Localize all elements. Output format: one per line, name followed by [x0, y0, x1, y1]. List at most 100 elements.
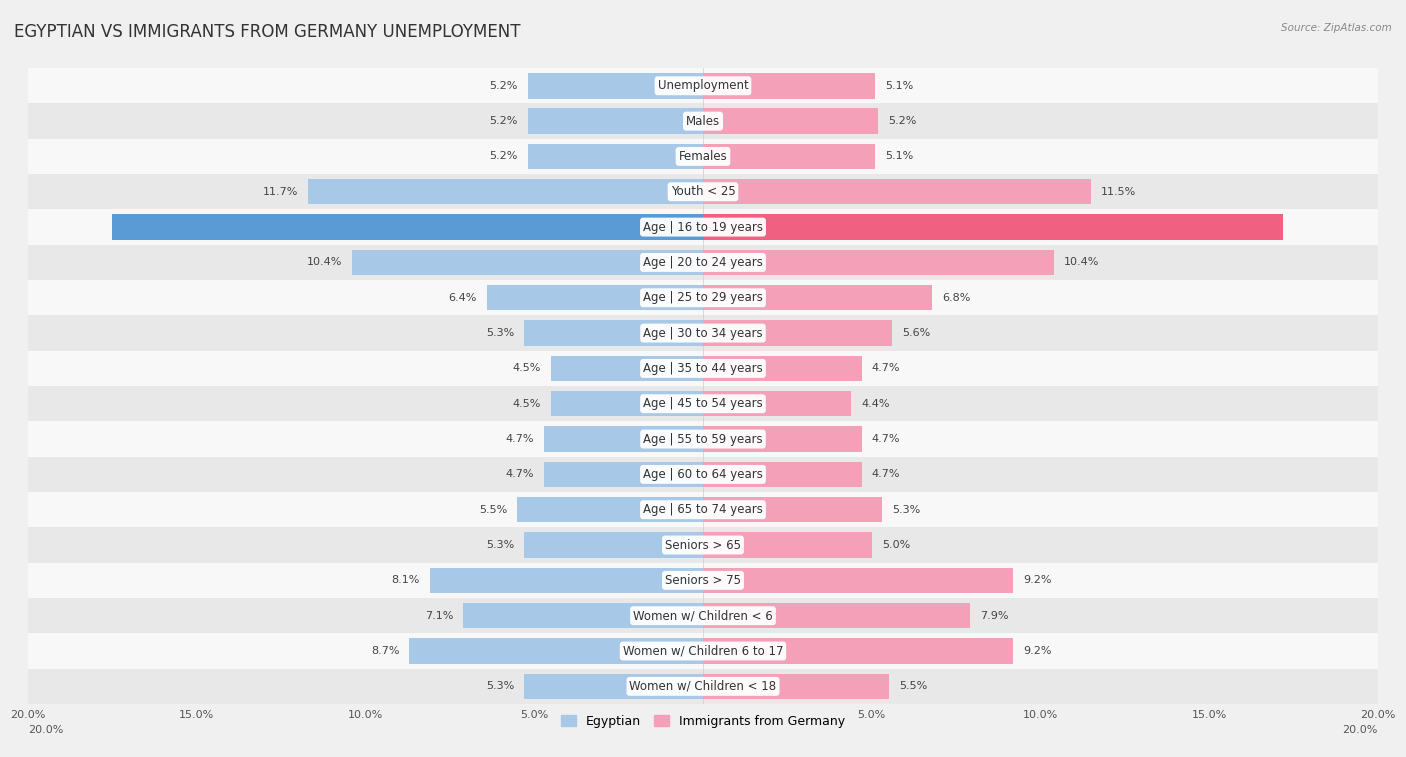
- Bar: [28, 104, 1378, 139]
- Text: 10.4%: 10.4%: [1064, 257, 1099, 267]
- Text: 6.8%: 6.8%: [942, 293, 972, 303]
- Bar: [703, 144, 875, 169]
- Bar: [703, 426, 862, 452]
- Text: Age | 30 to 34 years: Age | 30 to 34 years: [643, 326, 763, 340]
- Text: Seniors > 65: Seniors > 65: [665, 538, 741, 552]
- Bar: [703, 532, 872, 558]
- Text: 8.7%: 8.7%: [371, 646, 399, 656]
- Bar: [308, 179, 703, 204]
- Bar: [551, 391, 703, 416]
- Bar: [544, 462, 703, 487]
- Bar: [28, 668, 1378, 704]
- Bar: [703, 285, 932, 310]
- Text: Age | 60 to 64 years: Age | 60 to 64 years: [643, 468, 763, 481]
- Text: EGYPTIAN VS IMMIGRANTS FROM GERMANY UNEMPLOYMENT: EGYPTIAN VS IMMIGRANTS FROM GERMANY UNEM…: [14, 23, 520, 41]
- Text: Women w/ Children < 18: Women w/ Children < 18: [630, 680, 776, 693]
- Text: 10.4%: 10.4%: [307, 257, 342, 267]
- Text: 7.1%: 7.1%: [425, 611, 453, 621]
- Text: 4.7%: 4.7%: [872, 363, 900, 373]
- Text: 11.5%: 11.5%: [1101, 187, 1136, 197]
- Bar: [28, 528, 1378, 562]
- Text: Age | 35 to 44 years: Age | 35 to 44 years: [643, 362, 763, 375]
- Text: Seniors > 75: Seniors > 75: [665, 574, 741, 587]
- Bar: [703, 179, 1091, 204]
- Bar: [524, 674, 703, 699]
- Bar: [28, 280, 1378, 316]
- Text: 5.5%: 5.5%: [479, 505, 508, 515]
- Text: 5.3%: 5.3%: [891, 505, 920, 515]
- Text: 4.4%: 4.4%: [862, 399, 890, 409]
- Bar: [28, 139, 1378, 174]
- Text: Source: ZipAtlas.com: Source: ZipAtlas.com: [1281, 23, 1392, 33]
- Text: 9.2%: 9.2%: [1024, 646, 1052, 656]
- Text: Age | 20 to 24 years: Age | 20 to 24 years: [643, 256, 763, 269]
- Text: 4.5%: 4.5%: [513, 399, 541, 409]
- Text: Age | 65 to 74 years: Age | 65 to 74 years: [643, 503, 763, 516]
- Bar: [527, 144, 703, 169]
- Text: 5.1%: 5.1%: [886, 81, 914, 91]
- Text: Women w/ Children 6 to 17: Women w/ Children 6 to 17: [623, 644, 783, 658]
- Bar: [28, 386, 1378, 422]
- Text: 17.2%: 17.2%: [717, 222, 755, 232]
- Text: 5.2%: 5.2%: [489, 81, 517, 91]
- Text: Age | 25 to 29 years: Age | 25 to 29 years: [643, 291, 763, 304]
- Bar: [112, 214, 703, 240]
- Bar: [551, 356, 703, 381]
- Bar: [28, 422, 1378, 456]
- Text: 20.0%: 20.0%: [1343, 725, 1378, 735]
- Bar: [409, 638, 703, 664]
- Bar: [703, 462, 862, 487]
- Text: 5.2%: 5.2%: [489, 151, 517, 161]
- Bar: [527, 73, 703, 98]
- Bar: [28, 562, 1378, 598]
- Text: 20.0%: 20.0%: [28, 725, 63, 735]
- Bar: [524, 320, 703, 346]
- Text: 4.7%: 4.7%: [872, 434, 900, 444]
- Text: 4.7%: 4.7%: [872, 469, 900, 479]
- Text: 11.7%: 11.7%: [263, 187, 298, 197]
- Bar: [28, 316, 1378, 350]
- Text: 4.7%: 4.7%: [506, 469, 534, 479]
- Bar: [703, 603, 970, 628]
- Legend: Egyptian, Immigrants from Germany: Egyptian, Immigrants from Germany: [557, 710, 849, 733]
- Bar: [28, 350, 1378, 386]
- Text: Age | 45 to 54 years: Age | 45 to 54 years: [643, 397, 763, 410]
- Text: Age | 16 to 19 years: Age | 16 to 19 years: [643, 220, 763, 234]
- Text: Women w/ Children < 6: Women w/ Children < 6: [633, 609, 773, 622]
- Bar: [544, 426, 703, 452]
- Bar: [524, 532, 703, 558]
- Text: 5.6%: 5.6%: [903, 328, 931, 338]
- Text: 5.1%: 5.1%: [886, 151, 914, 161]
- Bar: [517, 497, 703, 522]
- Text: 5.2%: 5.2%: [489, 116, 517, 126]
- Bar: [703, 674, 889, 699]
- Text: 4.5%: 4.5%: [513, 363, 541, 373]
- Bar: [28, 492, 1378, 528]
- Text: 5.2%: 5.2%: [889, 116, 917, 126]
- Bar: [464, 603, 703, 628]
- Text: Females: Females: [679, 150, 727, 163]
- Bar: [28, 245, 1378, 280]
- Text: Age | 55 to 59 years: Age | 55 to 59 years: [643, 432, 763, 446]
- Text: 8.1%: 8.1%: [391, 575, 419, 585]
- Bar: [28, 210, 1378, 245]
- Bar: [703, 356, 862, 381]
- Bar: [703, 73, 875, 98]
- Bar: [703, 250, 1054, 275]
- Bar: [28, 174, 1378, 210]
- Bar: [28, 634, 1378, 668]
- Bar: [430, 568, 703, 593]
- Bar: [703, 214, 1284, 240]
- Bar: [703, 320, 891, 346]
- Text: Unemployment: Unemployment: [658, 79, 748, 92]
- Bar: [28, 598, 1378, 634]
- Bar: [486, 285, 703, 310]
- Text: Males: Males: [686, 114, 720, 128]
- Bar: [703, 497, 882, 522]
- Text: 4.7%: 4.7%: [506, 434, 534, 444]
- Text: 5.0%: 5.0%: [882, 540, 910, 550]
- Text: 5.3%: 5.3%: [486, 328, 515, 338]
- Bar: [703, 568, 1014, 593]
- Bar: [527, 108, 703, 134]
- Bar: [28, 456, 1378, 492]
